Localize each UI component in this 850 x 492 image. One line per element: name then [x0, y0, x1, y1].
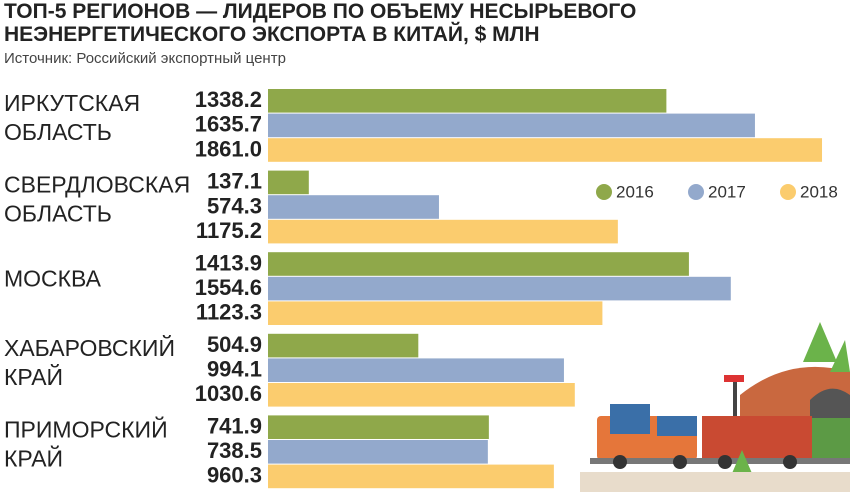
category-label: ИРКУТСКАЯ ОБЛАСТЬ	[4, 90, 140, 145]
value-label: 1554.6	[195, 275, 262, 300]
category-label: ПРИМОРСКИЙ КРАЙ	[4, 415, 168, 471]
value-label: 137.1	[207, 169, 262, 194]
legend-marker	[780, 184, 796, 200]
bar	[268, 415, 489, 439]
illustration	[580, 322, 850, 492]
bar	[268, 464, 554, 489]
chart-title: ТОП-5 РЕГИОНОВ — ЛИДЕРОВ ПО ОБЪЕМУ НЕСЫР…	[4, 0, 637, 46]
value-label: 1030.6	[195, 381, 262, 406]
bar	[268, 138, 823, 162]
bar	[268, 252, 689, 276]
bar	[268, 383, 575, 407]
legend-marker	[596, 184, 612, 200]
bar	[268, 89, 667, 113]
value-label: 1635.7	[195, 112, 262, 137]
value-label: 738.5	[207, 438, 262, 463]
legend-label: 2017	[708, 182, 746, 201]
bar	[268, 170, 309, 195]
category-label: СВЕРДЛОВСКАЯ ОБЛАСТЬ	[4, 172, 190, 227]
category-label: ХАБАРОВСКИЙ КРАЙ	[4, 334, 175, 390]
value-label: 1175.2	[196, 218, 262, 243]
bar	[268, 219, 618, 244]
legend-label: 2018	[800, 182, 838, 201]
legend-label: 2016	[616, 182, 654, 201]
bar	[268, 358, 564, 382]
value-label: 504.9	[207, 332, 262, 357]
legend-marker	[688, 184, 704, 200]
bar	[268, 195, 439, 219]
value-label: 1123.3	[196, 300, 262, 325]
bar	[268, 113, 755, 138]
bar	[268, 276, 731, 301]
value-label: 1338.2	[195, 87, 262, 112]
value-label: 1861.0	[195, 136, 262, 161]
bar	[268, 333, 419, 358]
category-label: МОСКВА	[4, 265, 102, 291]
value-label: 1413.9	[195, 250, 262, 275]
source: Источник: Российский экспортный центр	[4, 50, 286, 67]
bar	[268, 440, 488, 464]
value-label: 741.9	[207, 414, 262, 439]
bar	[268, 301, 603, 325]
value-label: 574.3	[207, 193, 262, 218]
value-label: 994.1	[207, 357, 262, 382]
value-label: 960.3	[207, 463, 262, 488]
